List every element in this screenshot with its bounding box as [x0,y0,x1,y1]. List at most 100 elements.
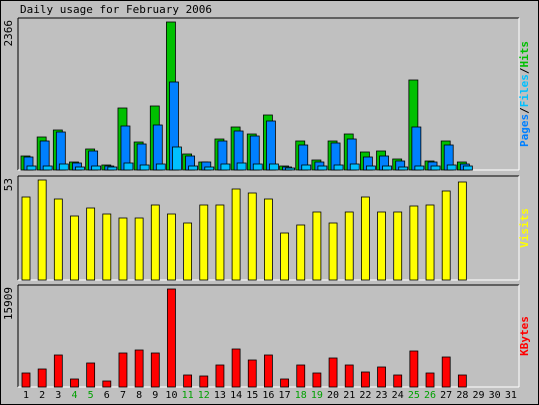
bar-files-day-25 [414,165,425,171]
bar-files-day-4 [75,166,85,171]
bar-kbytes-day-28 [457,374,467,388]
right-label-part-hits-4: Hits [518,41,531,68]
bar-pages-day-9 [152,124,163,171]
bar-files-day-3 [58,163,69,171]
x-tick-label-day-11: 11 [182,390,194,401]
bar-files-day-20 [333,164,344,171]
bar-files-day-23 [382,165,392,171]
right-label-kbytes: KBytes [518,316,531,356]
bar-visits-day-9 [150,204,160,281]
right-label-part-hits-3: / [518,67,531,74]
right-label-part-visits-0: Visits [518,208,531,248]
x-tick-label-day-22: 22 [359,390,371,401]
bar-visits-day-1 [21,196,31,281]
bar-files-day-15 [252,163,263,171]
x-tick-label-day-15: 15 [246,390,258,401]
bar-visits-day-8 [134,217,144,281]
bar-files-day-9 [155,163,166,171]
bar-kbytes-day-14 [231,348,241,388]
bar-files-day-1 [26,165,37,171]
bar-files-day-28 [462,165,473,171]
bar-kbytes-day-15 [247,359,257,388]
x-tick-label-day-8: 8 [136,390,142,401]
bar-visits-day-15 [247,192,257,281]
x-tick-label-day-5: 5 [88,390,94,401]
bar-kbytes-day-2 [37,368,47,388]
bar-visits-day-7 [118,217,128,281]
bar-visits-day-4 [70,215,79,281]
right-label-part-hits-0: Pages [518,114,531,147]
x-tick-label-day-4: 4 [71,390,77,401]
bar-visits-day-13 [215,204,225,281]
x-tick-label-day-2: 2 [39,390,45,401]
bar-files-day-22 [365,165,376,171]
bar-kbytes-day-11 [183,374,193,388]
right-label-part-hits-1: / [518,107,531,114]
x-tick-label-day-7: 7 [120,390,126,401]
right-label-part-kbytes-0: KBytes [518,316,531,356]
bar-kbytes-day-21 [344,364,354,388]
bar-files-day-19 [317,165,328,171]
bar-visits-day-12 [199,204,209,281]
bar-files-day-6 [107,166,118,171]
x-tick-label-day-30: 30 [489,390,501,401]
bar-visits-day-17 [280,232,289,281]
bar-visits-day-28 [457,181,467,281]
bar-files-day-10 [172,146,182,171]
bar-kbytes-day-23 [377,366,386,388]
x-tick-label-day-24: 24 [392,390,404,401]
chart-title: Daily usage for February 2006 [20,3,213,16]
x-tick-label-day-31: 31 [505,390,517,401]
bar-files-day-7 [123,162,134,171]
max-label-kbytes: 15909 [2,287,15,320]
bar-kbytes-day-16 [264,354,273,388]
bar-visits-day-18 [296,224,306,281]
x-tick-label-day-25: 25 [408,390,420,401]
x-tick-label-day-3: 3 [55,390,61,401]
bar-kbytes-day-6 [102,380,112,388]
x-tick-label-day-16: 16 [262,390,274,401]
bar-visits-day-27 [441,190,451,281]
bar-kbytes-day-12 [199,375,209,388]
x-tick-label-day-18: 18 [295,390,307,401]
bar-files-day-24 [398,166,409,171]
bar-files-day-26 [430,165,441,171]
bar-visits-day-22 [360,196,370,281]
bar-visits-day-14 [231,188,241,281]
bar-kbytes-day-5 [86,362,96,388]
bar-visits-day-16 [264,198,273,281]
bar-visits-day-2 [37,179,47,281]
x-tick-label-day-14: 14 [230,390,242,401]
bar-kbytes-day-25 [409,350,419,388]
bar-visits-day-26 [425,204,435,281]
bar-kbytes-day-4 [70,378,79,388]
bar-visits-day-3 [53,198,63,281]
bar-kbytes-day-17 [280,378,289,388]
bar-kbytes-day-3 [53,354,63,388]
x-tick-label-day-27: 27 [440,390,452,401]
x-tick-label-day-21: 21 [343,390,355,401]
bar-files-day-14 [236,162,247,171]
bar-kbytes-day-8 [134,349,144,388]
bar-pages-day-16 [266,120,276,171]
bar-visits-day-6 [102,213,112,281]
bar-visits-day-20 [328,222,338,281]
right-label-part-hits-2: Files [518,74,531,107]
bar-visits-day-23 [377,211,386,281]
bar-visits-day-24 [393,211,403,281]
x-tick-label-day-12: 12 [198,390,210,401]
bar-visits-day-19 [312,211,322,281]
bar-files-day-16 [269,163,279,171]
x-tick-label-day-9: 9 [152,390,158,401]
bar-kbytes-day-10 [167,288,176,388]
x-tick-label-day-1: 1 [23,390,29,401]
bar-visits-day-21 [344,211,354,281]
bar-visits-day-25 [409,205,419,281]
bar-kbytes-day-20 [328,357,338,388]
x-tick-label-day-20: 20 [327,390,339,401]
x-tick-label-day-28: 28 [456,390,468,401]
x-tick-label-day-6: 6 [104,390,110,401]
x-tick-label-day-17: 17 [279,390,291,401]
